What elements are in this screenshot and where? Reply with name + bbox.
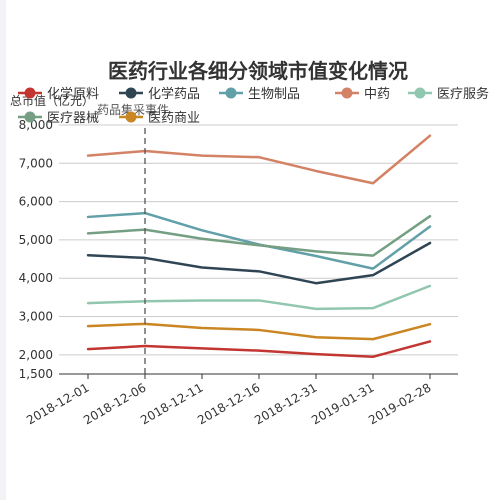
grid-lines [59,124,458,356]
series-line [86,214,432,257]
axes: 1,5002,0003,0004,0005,0006,0007,0008,000… [10,93,458,427]
series-line [86,241,432,285]
legend-swatch-dot [125,111,137,123]
x-tick-label: 2019-02-28 [366,380,433,427]
x-tick-label: 2018-12-01 [24,380,91,427]
legend-item[interactable]: 医药商业 [119,111,200,126]
x-tick-label: 2019-01-31 [309,380,376,427]
annotation: 药品集采事件 [97,102,169,374]
y-tick-label: 7,000 [19,156,53,170]
annotation-label: 药品集采事件 [97,102,169,117]
x-tick-label: 2018-12-06 [81,380,148,427]
x-tick-label: 2018-12-16 [195,380,262,427]
legend-swatch-dot [24,87,36,99]
series-line [86,134,432,185]
legend-item[interactable]: 化学药品 [119,86,200,102]
series-layer [86,134,432,359]
x-tick-label: 2018-12-31 [252,380,319,427]
legend-item[interactable]: 生物制品 [219,87,300,102]
legend-item[interactable]: 医疗服务 [408,86,489,102]
series-line [86,284,432,311]
chart-title: 医药行业各细分领域市值变化情况 [108,59,408,83]
y-tick-label: 6,000 [19,195,53,209]
legend-label: 医疗服务 [437,86,489,102]
y-tick-label: 3,000 [19,310,53,324]
page-left-strip [0,0,6,500]
y-tick-label: 5,000 [19,233,53,247]
legend-label: 医疗器械 [47,111,99,126]
legend-item[interactable]: 中药 [335,87,390,102]
legend-swatch-dot [125,87,137,99]
legend-label: 生物制品 [248,87,300,102]
legend-label: 化学药品 [148,86,200,102]
legend-label: 化学原料 [47,86,99,102]
legend-swatch-dot [225,87,237,99]
legend-item[interactable]: 医疗器械 [18,111,99,126]
series-line [86,211,432,270]
legend-swatch-dot [24,111,36,123]
series-line [86,322,432,341]
legend-label: 中药 [364,87,390,102]
y-tick-label: 2,000 [19,348,53,362]
legend-swatch-dot [341,87,353,99]
y-tick-label: 4,000 [19,271,53,285]
series-line [86,340,432,359]
y-tick-label: 1,500 [19,367,53,381]
legend-label: 医药商业 [148,111,200,126]
x-tick-label: 2018-12-11 [138,380,205,427]
legend-item[interactable]: 化学原料 [18,86,99,102]
legend-swatch-dot [414,87,426,99]
